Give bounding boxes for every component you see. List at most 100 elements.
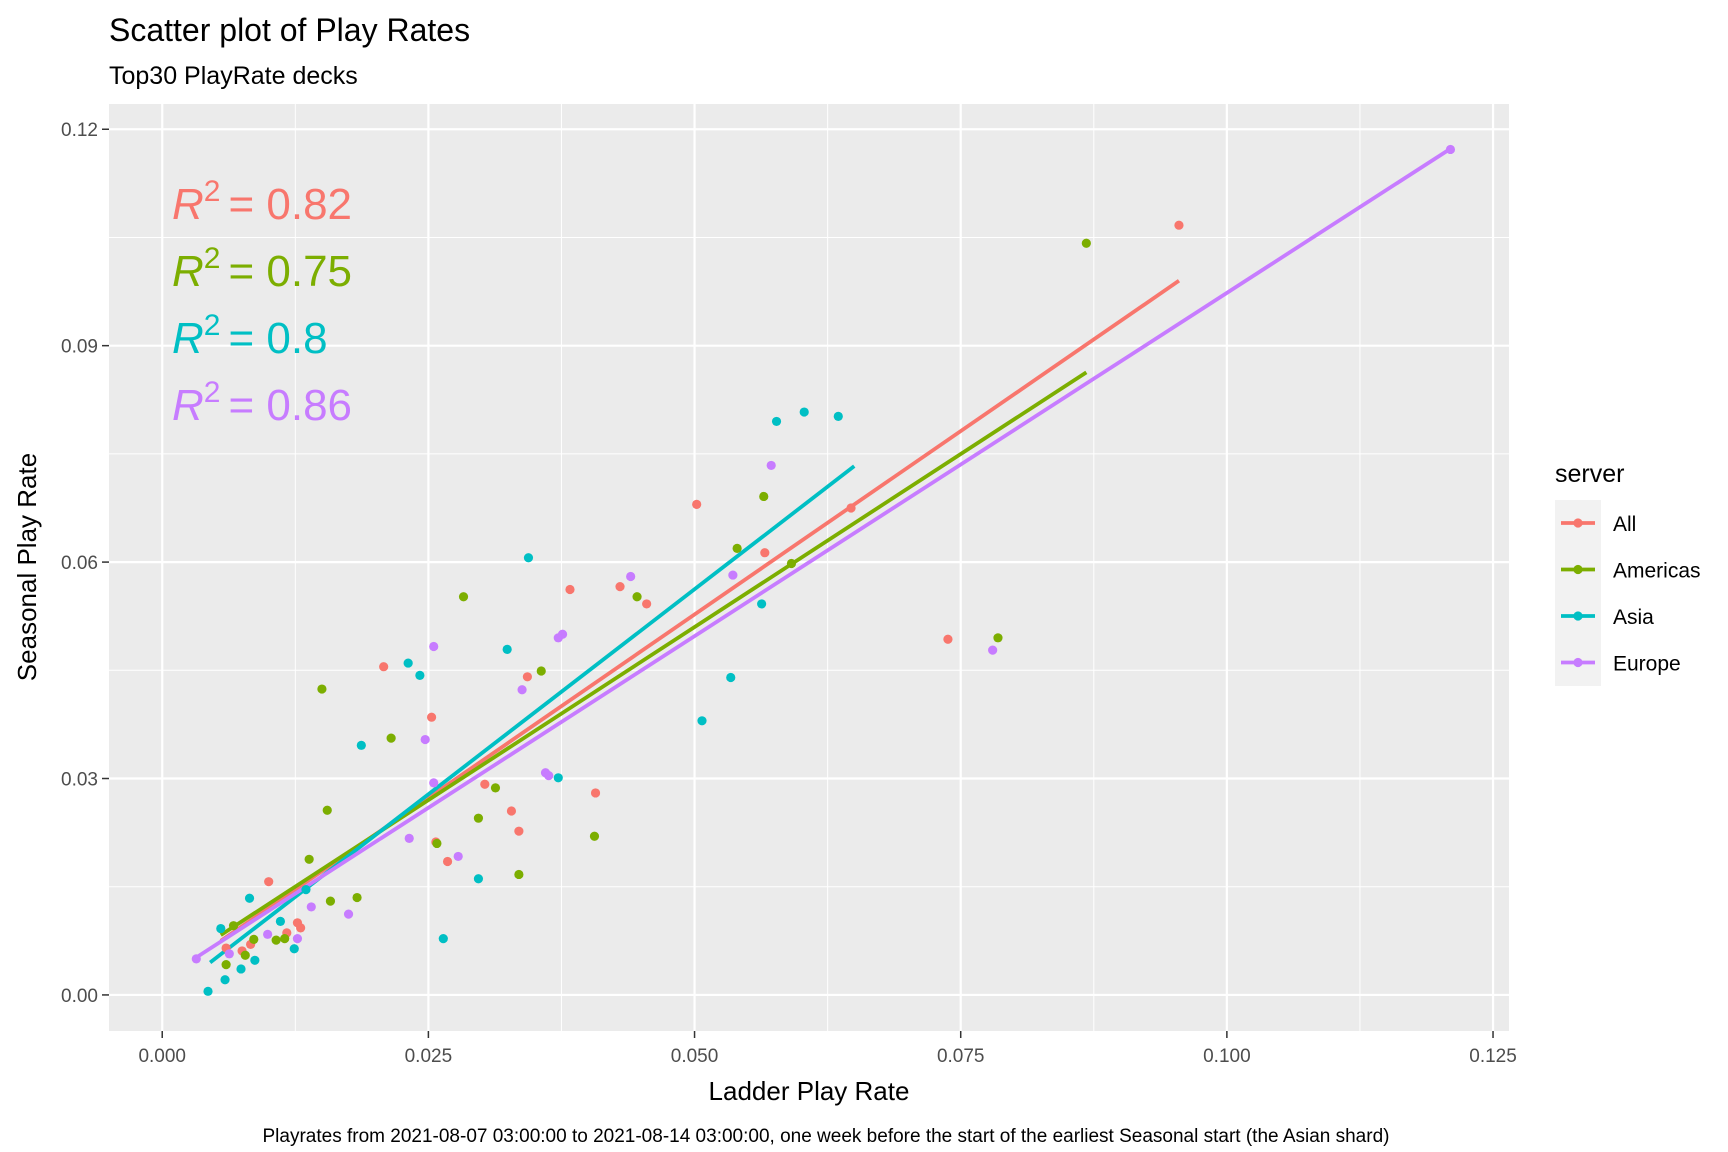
data-point-all — [506, 806, 517, 816]
r-squared-label: R2 = 0.86 — [172, 376, 352, 430]
data-point-all — [692, 499, 702, 509]
data-point-americas — [786, 558, 797, 569]
data-point-asia — [553, 773, 563, 783]
legend: server All Americas Asia Europe — [1555, 460, 1701, 686]
data-point-americas — [271, 935, 281, 945]
data-point-asia — [473, 874, 484, 884]
data-point-asia — [757, 599, 767, 609]
data-point-asia — [833, 411, 843, 421]
legend-items: All Americas Asia Europe — [1561, 513, 1701, 676]
data-point-asia — [523, 553, 534, 563]
x-tick-label: 0.050 — [671, 1046, 719, 1067]
data-point-europe — [626, 571, 636, 582]
data-point-all — [514, 826, 524, 836]
data-point-europe — [404, 833, 414, 843]
regression-lines — [195, 147, 1452, 964]
data-point-all — [615, 582, 625, 592]
data-point-europe — [224, 949, 234, 959]
x-axis-title: Ladder Play Rate — [709, 1076, 910, 1106]
r-squared-label: R2 = 0.82 — [172, 175, 352, 229]
y-tick-label: 0.12 — [61, 120, 98, 141]
x-tick-label: 0.025 — [405, 1046, 453, 1067]
axes: 0.000 0.025 0.050 0.075 0.100 0.125 0.00 0.03 0.… — [61, 120, 1517, 1067]
data-point-asia — [403, 658, 413, 668]
data-point-europe — [343, 909, 354, 919]
data-point-americas — [322, 805, 332, 815]
data-point-asia — [289, 944, 299, 954]
data-point-asia — [771, 416, 782, 427]
legend-title: server — [1555, 460, 1624, 488]
legend-key-point — [1573, 611, 1583, 621]
legend-label: Europe — [1613, 653, 1681, 676]
data-point-europe — [1445, 144, 1456, 155]
chart-subtitle: Top30 PlayRate decks — [109, 62, 358, 90]
data-point-americas — [514, 869, 524, 880]
legend-key-background — [1555, 500, 1601, 686]
data-point-all — [642, 599, 652, 609]
data-point-asia — [244, 893, 255, 903]
data-point-asia — [275, 916, 286, 926]
x-tick-label: 0.075 — [937, 1046, 985, 1067]
data-point-europe — [553, 633, 563, 643]
data-point-asia — [236, 964, 246, 974]
y-tick-label: 0.06 — [61, 553, 98, 574]
data-point-americas — [240, 950, 250, 960]
data-point-all — [480, 779, 490, 789]
y-axis-title: Seasonal Play Rate — [12, 453, 42, 681]
data-point-asia — [301, 885, 311, 895]
legend-label: All — [1613, 513, 1636, 536]
data-point-americas — [458, 592, 469, 602]
y-tick-label: 0.00 — [61, 986, 98, 1007]
data-point-americas — [228, 921, 239, 931]
data-point-americas — [432, 838, 442, 849]
data-point-americas — [536, 666, 546, 676]
data-point-asia — [216, 923, 226, 934]
data-point-all — [426, 712, 437, 722]
data-point-europe — [429, 778, 439, 788]
data-point-asia — [356, 740, 366, 750]
legend-key-point — [1573, 657, 1583, 668]
data-point-europe — [420, 734, 430, 745]
data-point-europe — [766, 460, 776, 471]
r-squared-label: R2 = 0.75 — [172, 242, 352, 296]
data-point-all — [379, 662, 389, 672]
data-point-all — [565, 584, 575, 595]
data-point-americas — [249, 934, 259, 944]
data-point-asia — [415, 670, 425, 680]
legend-key-point — [1573, 518, 1583, 528]
data-point-europe — [429, 641, 439, 652]
chart-title: Scatter plot of Play Rates — [109, 12, 470, 48]
data-point-americas — [221, 960, 231, 970]
x-tick-label: 0.000 — [138, 1046, 186, 1067]
data-points — [191, 144, 1456, 996]
r-squared-label: R2 = 0.8 — [172, 309, 328, 363]
fit-line-europe — [195, 147, 1452, 960]
data-point-americas — [473, 813, 484, 823]
data-point-americas — [325, 896, 336, 906]
data-point-europe — [728, 570, 738, 580]
data-point-europe — [292, 934, 303, 944]
data-point-europe — [453, 851, 463, 862]
data-point-all — [846, 503, 856, 513]
data-point-all — [442, 856, 453, 867]
data-point-americas — [589, 831, 600, 841]
data-point-all — [264, 877, 274, 887]
data-point-europe — [517, 685, 527, 695]
data-point-americas — [317, 684, 327, 694]
data-point-americas — [386, 733, 396, 743]
data-point-asia — [203, 986, 213, 996]
data-point-all — [943, 634, 953, 644]
data-point-americas — [304, 854, 314, 864]
data-point-asia — [438, 934, 448, 944]
plot-panel — [109, 104, 1509, 1031]
x-tick-label: 0.125 — [1469, 1046, 1517, 1067]
legend-key-point — [1573, 564, 1583, 575]
data-point-all — [1174, 220, 1184, 230]
x-tick-label: 0.100 — [1203, 1046, 1251, 1067]
r-squared-annotations: R2 = 0.82 R2 = 0.75 R2 = 0.8 R2 = 0.86 — [172, 175, 352, 430]
data-point-europe — [988, 645, 998, 655]
data-point-europe — [306, 902, 316, 912]
data-point-all — [522, 672, 533, 682]
y-tick-label: 0.09 — [61, 337, 98, 358]
